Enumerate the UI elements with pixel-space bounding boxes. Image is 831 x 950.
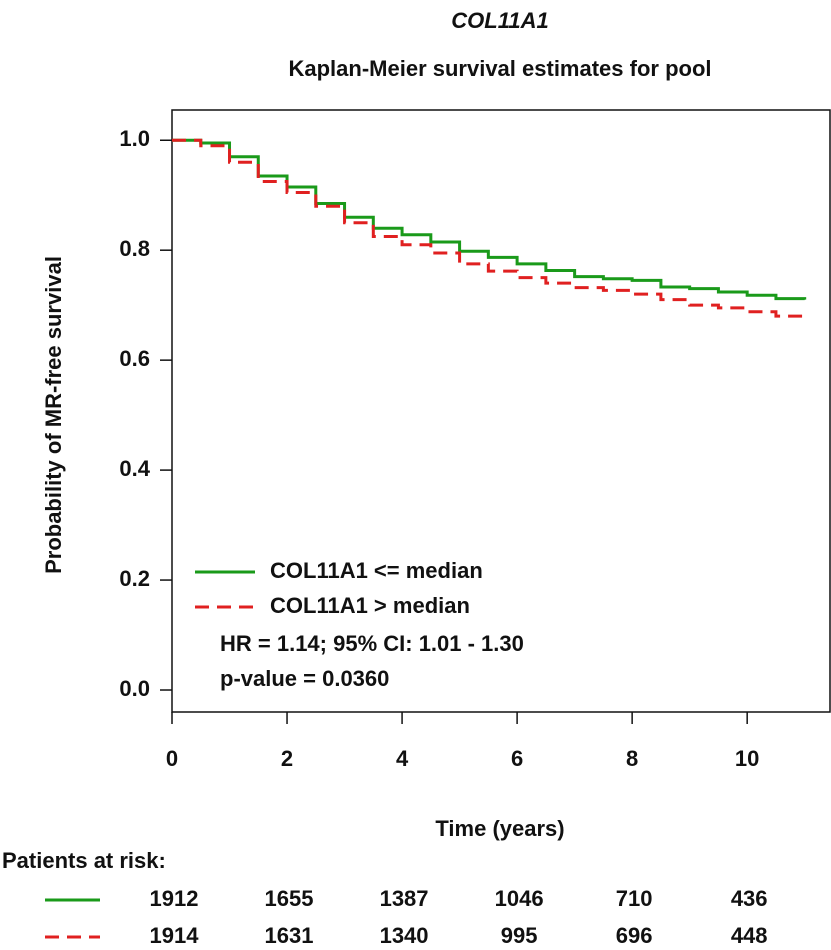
y-tick-label: 0.2 [119,566,150,591]
x-tick-label: 10 [735,746,759,771]
y-tick-label: 0.8 [119,236,150,261]
risk-count: 1914 [150,923,200,948]
risk-count: 1912 [150,886,199,911]
survival-curve [172,138,807,301]
chart-title: COL11A1 [451,8,548,33]
x-axis-label: Time (years) [435,816,564,841]
risk-count: 1046 [495,886,544,911]
risk-count: 995 [501,923,538,948]
survival-curve [172,138,807,319]
y-tick-label: 1.0 [119,126,150,151]
risk-count: 1631 [265,923,314,948]
risk-table-label: Patients at risk: [2,848,166,873]
x-tick-label: 8 [626,746,638,771]
risk-count: 1387 [380,886,429,911]
chart-subtitle: Kaplan-Meier survival estimates for pool [288,56,711,81]
risk-count: 1655 [265,886,314,911]
risk-count: 696 [616,923,653,948]
annotation: p-value = 0.0360 [220,666,389,691]
x-tick-label: 4 [396,746,409,771]
plot-frame [171,109,831,713]
legend-label: COL11A1 <= median [270,558,483,583]
legend-label: COL11A1 > median [270,593,470,618]
y-tick-label: 0.4 [119,456,150,481]
annotation: HR = 1.14; 95% CI: 1.01 - 1.30 [220,631,524,656]
x-tick-label: 0 [166,746,178,771]
x-tick-label: 2 [281,746,293,771]
y-tick-label: 0.6 [119,346,150,371]
risk-count: 710 [616,886,653,911]
risk-count: 1340 [380,923,429,948]
x-tick-label: 6 [511,746,523,771]
risk-count: 436 [731,886,768,911]
y-tick-label: 0.0 [119,676,150,701]
y-axis-label: Probability of MR-free survival [41,256,66,574]
risk-count: 448 [731,923,768,948]
